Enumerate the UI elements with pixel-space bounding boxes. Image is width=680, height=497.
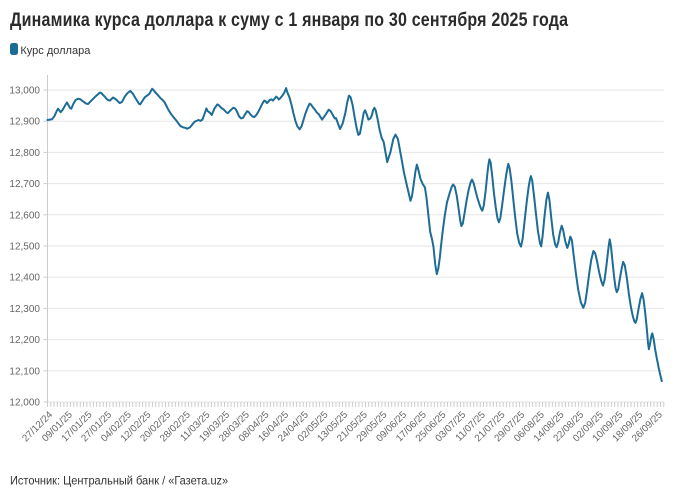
- svg-text:12,900: 12,900: [9, 117, 40, 128]
- svg-text:12,000: 12,000: [9, 398, 40, 409]
- svg-text:12,100: 12,100: [9, 366, 40, 377]
- svg-text:12,300: 12,300: [9, 304, 40, 315]
- svg-text:12,200: 12,200: [9, 335, 40, 346]
- svg-text:12,400: 12,400: [9, 273, 40, 284]
- svg-text:12,800: 12,800: [9, 148, 40, 159]
- svg-text:13,000: 13,000: [9, 86, 40, 97]
- svg-text:12,600: 12,600: [9, 210, 40, 221]
- svg-text:12,700: 12,700: [9, 179, 40, 190]
- svg-text:12,500: 12,500: [9, 242, 40, 253]
